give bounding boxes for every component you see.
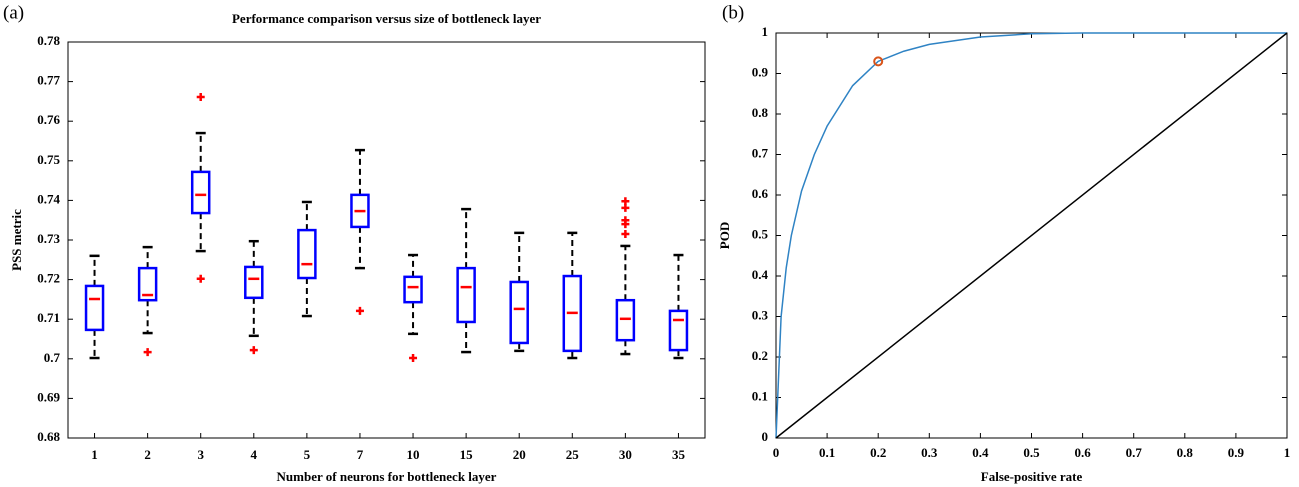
x-tick-label: 1 — [1284, 445, 1291, 460]
x-tick-label: 4 — [251, 447, 258, 462]
y-tick-label: 0.72 — [37, 271, 60, 286]
flier — [249, 346, 258, 355]
box — [509, 280, 529, 345]
y-tick-label: 0.3 — [752, 307, 769, 322]
box — [668, 309, 689, 352]
x-tick-label: 0.2 — [870, 445, 886, 460]
x-tick-label: 0.9 — [1228, 445, 1245, 460]
y-axis-label: POD — [717, 222, 732, 249]
y-tick-label: 0.8 — [752, 105, 769, 120]
y-tick-label: 0.76 — [37, 112, 60, 127]
y-tick-label: 0.7 — [44, 350, 61, 365]
line — [775, 32, 1288, 439]
y-tick-label: 0.2 — [752, 348, 768, 363]
y-axis-label: PSS metric — [9, 209, 24, 271]
box — [190, 170, 211, 215]
y-tick-label: 0.4 — [752, 267, 769, 282]
chart-title: Performance comparison versus size of bo… — [232, 11, 541, 26]
flier — [196, 93, 205, 102]
y-tick-label: 0.6 — [752, 186, 769, 201]
x-tick-label: 2 — [144, 447, 151, 462]
x-tick-label: 3 — [197, 447, 204, 462]
flier — [143, 348, 152, 357]
box — [456, 266, 476, 324]
panel-label: (b) — [722, 2, 744, 23]
box — [615, 298, 636, 342]
x-tick-label: 0.8 — [1177, 445, 1194, 460]
y-tick-label: 0.73 — [37, 231, 60, 246]
y-tick-label: 0.77 — [37, 73, 60, 88]
box — [403, 275, 423, 304]
flier — [621, 220, 630, 229]
y-tick-label: 0.1 — [752, 388, 768, 403]
x-tick-label: 7 — [357, 447, 364, 462]
x-tick-label: 0 — [773, 445, 780, 460]
plot-frame — [67, 41, 706, 439]
box — [84, 284, 105, 332]
y-tick-label: 0.7 — [752, 145, 769, 160]
y-tick-label: 1 — [762, 24, 769, 39]
y-tick-label: 0.5 — [752, 226, 769, 241]
y-tick-label: 0.78 — [37, 33, 60, 48]
x-axis-label: Number of neurons for bottleneck layer — [277, 469, 497, 484]
y-tick-label: 0.68 — [37, 429, 60, 444]
x-tick-label: 0.6 — [1074, 445, 1091, 460]
x-tick-label: 30 — [619, 447, 632, 462]
x-tick-label: 0.7 — [1126, 445, 1143, 460]
flier — [355, 306, 364, 315]
flier — [196, 274, 205, 283]
y-tick-label: 0.69 — [37, 389, 60, 404]
x-tick-label: 0.1 — [819, 445, 835, 460]
panel-label: (a) — [3, 2, 24, 23]
flier — [621, 230, 630, 239]
line — [775, 32, 1287, 439]
box — [137, 266, 158, 302]
operating-point — [873, 56, 884, 67]
x-axis-label: False-positive rate — [981, 469, 1083, 484]
x-tick-label: 0.3 — [921, 445, 938, 460]
x-tick-label: 35 — [672, 447, 686, 462]
y-tick-label: 0.75 — [37, 152, 60, 167]
box — [297, 228, 317, 280]
x-tick-label: 25 — [566, 447, 580, 462]
flier — [621, 197, 630, 206]
x-tick-label: 0.5 — [1023, 445, 1040, 460]
flier — [409, 354, 418, 363]
y-tick-label: 0 — [762, 429, 769, 444]
x-tick-label: 10 — [407, 447, 420, 462]
x-tick-label: 5 — [304, 447, 311, 462]
x-tick-label: 1 — [91, 447, 98, 462]
flier — [621, 203, 630, 212]
x-tick-label: 20 — [513, 447, 526, 462]
y-tick-label: 0.71 — [37, 310, 60, 325]
y-tick-label: 0.9 — [752, 64, 769, 79]
x-tick-label: 15 — [460, 447, 474, 462]
box — [244, 265, 264, 300]
x-tick-label: 0.4 — [972, 445, 989, 460]
y-tick-label: 0.74 — [37, 191, 60, 206]
